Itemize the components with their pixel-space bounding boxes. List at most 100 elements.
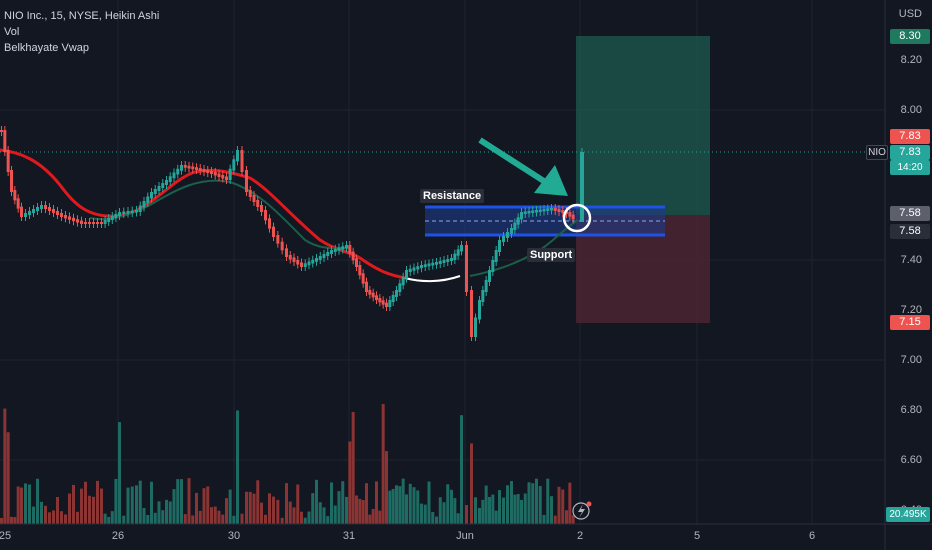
- candle-body: [292, 257, 296, 262]
- volume-bar: [460, 415, 463, 524]
- volume-bar: [516, 494, 520, 524]
- volume-bar: [36, 478, 39, 524]
- volume-bar: [322, 507, 326, 524]
- candle-body: [438, 261, 442, 264]
- candle-body: [84, 222, 87, 224]
- breakout-candle: [580, 152, 584, 222]
- volume-badge[interactable]: 20.495K: [886, 507, 930, 522]
- candle-body: [206, 170, 210, 173]
- candle-body: [333, 248, 337, 252]
- volume-bar: [303, 517, 307, 524]
- candle-body: [303, 263, 307, 267]
- candle-body: [103, 220, 107, 224]
- volume-bar: [107, 516, 111, 524]
- candle-body: [550, 208, 553, 211]
- volume-bar: [213, 506, 217, 524]
- grid: [0, 0, 885, 524]
- candle-body: [276, 235, 280, 244]
- xlabel-2: 2: [576, 530, 584, 542]
- price-axis-bg[interactable]: [885, 0, 932, 550]
- target-zone[interactable]: [576, 36, 710, 215]
- volume-bar: [248, 491, 252, 524]
- candle-body: [76, 219, 79, 223]
- countdown-badge: 14:20: [890, 160, 930, 175]
- candle-body: [138, 205, 142, 212]
- entry-badge-b[interactable]: 7.58: [890, 224, 930, 239]
- volume-bar: [355, 495, 358, 524]
- resistance-label[interactable]: Resistance: [420, 189, 485, 203]
- volume-bar: [157, 501, 161, 524]
- candle-body: [68, 216, 71, 220]
- volume-bar: [260, 502, 263, 524]
- volume-bar: [546, 478, 550, 524]
- volume-bar: [345, 496, 348, 524]
- volume-bar: [72, 484, 75, 524]
- candle-body: [161, 183, 165, 188]
- candle-body: [523, 211, 527, 214]
- candle-body: [408, 268, 412, 272]
- candle-body: [157, 186, 161, 191]
- candle-body: [498, 240, 501, 252]
- volume-bar: [450, 489, 453, 524]
- symbol-tag[interactable]: NIO: [866, 145, 888, 160]
- candle-body: [64, 215, 67, 219]
- volume-bar: [16, 486, 20, 524]
- currency-label[interactable]: USD: [898, 8, 922, 20]
- candle-body: [385, 302, 388, 307]
- candle-body: [13, 190, 17, 201]
- candle-body: [110, 216, 114, 220]
- candle-body: [470, 290, 473, 337]
- candle-body: [153, 189, 157, 194]
- volume-bar: [491, 494, 495, 524]
- volume-bar: [565, 510, 568, 524]
- volume-bar: [502, 497, 505, 524]
- candle-body: [0, 130, 3, 132]
- candle-body: [355, 258, 358, 267]
- xlabel-6: 6: [808, 530, 816, 542]
- live-price-badge[interactable]: 7.83: [890, 145, 930, 160]
- volume-bar: [453, 498, 457, 524]
- target-price-badge[interactable]: 8.30: [890, 29, 930, 44]
- volume-bar: [20, 487, 23, 524]
- candle-body: [264, 210, 267, 221]
- volume-bar: [531, 483, 535, 524]
- volume-bar: [110, 511, 114, 524]
- volume-bar: [535, 478, 538, 524]
- candle-body: [460, 245, 463, 252]
- volume-bar: [76, 511, 79, 524]
- tick-800: 8.00: [900, 104, 922, 116]
- chart-legend: NIO Inc., 15, NYSE, Heikin Ashi Vol Belk…: [4, 8, 159, 56]
- candle-body: [571, 214, 575, 220]
- candle-body: [484, 280, 488, 292]
- entry-badge-a[interactable]: 7.58: [890, 206, 930, 221]
- volume-bar: [412, 487, 416, 524]
- last-price-badge[interactable]: 7.83: [890, 129, 930, 144]
- candle-body: [465, 245, 468, 292]
- volume-bar: [180, 479, 183, 524]
- indicator-label[interactable]: Belkhayate Vwap: [4, 42, 89, 54]
- stop-price-badge[interactable]: 7.15: [890, 315, 930, 330]
- candle-body: [405, 270, 408, 279]
- volume-bar: [510, 481, 513, 524]
- support-label[interactable]: Support: [527, 248, 576, 262]
- volume-bar: [371, 508, 375, 524]
- candle-body: [52, 209, 55, 213]
- lightning-icon[interactable]: [572, 501, 592, 520]
- volume-bar: [56, 496, 59, 524]
- candle-body: [165, 180, 168, 185]
- volume-bar: [318, 502, 322, 524]
- volume-bar: [498, 490, 501, 524]
- volume-bar: [130, 486, 134, 524]
- candle-body: [202, 169, 206, 172]
- tick-680: 6.80: [900, 404, 922, 416]
- candle-body: [427, 263, 431, 267]
- volume-bar: [561, 489, 565, 524]
- vol-label[interactable]: Vol: [4, 26, 20, 38]
- candle-body: [130, 210, 134, 213]
- volume-bar: [484, 485, 488, 524]
- candle-body: [48, 207, 51, 211]
- symbol-line[interactable]: NIO Inc., 15, NYSE, Heikin Ashi: [4, 10, 160, 22]
- candle-body: [553, 208, 557, 211]
- xlabel-31: 31: [342, 530, 356, 542]
